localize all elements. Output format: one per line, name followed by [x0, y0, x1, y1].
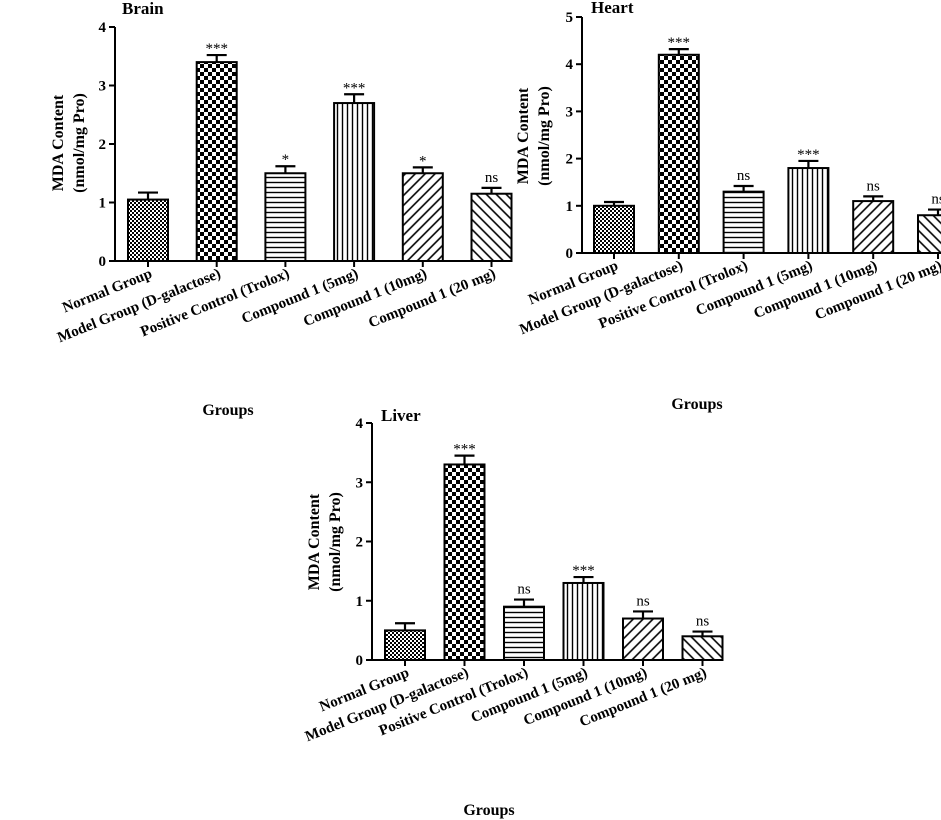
significance-label: *** [343, 80, 366, 96]
significance-label: ns [696, 614, 710, 630]
y-tick-label: 4 [356, 416, 364, 432]
bar [562, 581, 605, 661]
bar [195, 61, 238, 262]
y-tick-label: 0 [356, 653, 364, 669]
y-axis-label: MDA Content [306, 493, 323, 590]
bar [722, 190, 765, 254]
bar [657, 53, 700, 255]
significance-label: *** [797, 147, 820, 163]
bar [917, 214, 941, 255]
x-axis-label: Groups [671, 396, 722, 413]
y-tick-label: 2 [356, 535, 364, 551]
bar [593, 204, 635, 255]
category-label: Compound 1 (5mg) [239, 266, 360, 327]
category-label: Compound 1 (20 mg) [366, 266, 498, 332]
y-axis-label: MDA Content [515, 87, 532, 184]
significance-label: ns [485, 170, 499, 186]
y-tick-label: 3 [356, 475, 364, 491]
significance-label: * [419, 153, 427, 169]
significance-label: ns [737, 168, 751, 184]
bar [333, 102, 376, 262]
bar [852, 200, 895, 254]
y-tick-label: 2 [566, 152, 574, 168]
significance-label: * [282, 152, 290, 168]
y-tick-label: 1 [356, 594, 364, 610]
bar [384, 629, 426, 661]
y-tick-label: 3 [566, 104, 574, 120]
significance-label: *** [668, 35, 691, 51]
significance-label: ns [867, 178, 881, 194]
x-axis-label: Groups [463, 802, 514, 819]
significance-label: *** [205, 41, 228, 57]
bar [127, 198, 169, 262]
bar [681, 635, 724, 661]
panel-title: Liver [381, 406, 421, 425]
y-tick-label: 5 [566, 10, 574, 26]
y-tick-label: 1 [99, 196, 107, 212]
y-tick-label: 1 [566, 199, 574, 215]
significance-label: ns [636, 593, 650, 609]
significance-label: *** [453, 442, 476, 458]
y-axis-unit-label: (nmol/mg Pro) [327, 492, 344, 592]
significance-label: ns [931, 192, 941, 208]
bar [622, 617, 664, 662]
significance-label: ns [517, 582, 531, 598]
y-axis-unit-label: (nmol/mg Pro) [536, 86, 553, 186]
y-tick-label: 0 [566, 246, 574, 262]
bar [401, 172, 444, 262]
bar [503, 605, 545, 661]
bar [470, 192, 513, 263]
significance-label: *** [572, 563, 595, 579]
y-tick-label: 4 [566, 57, 574, 73]
y-axis-unit-label: (nmol/mg Pro) [71, 93, 88, 193]
x-axis-label: Groups [202, 402, 253, 419]
y-axis-label: MDA Content [50, 94, 67, 191]
bar [443, 463, 486, 661]
y-tick-label: 4 [99, 20, 107, 36]
panel-title: Brain [122, 0, 164, 18]
bar [264, 172, 307, 262]
bar [787, 167, 830, 254]
panel-title: Heart [591, 0, 634, 17]
y-tick-label: 2 [99, 137, 107, 153]
y-tick-label: 0 [99, 254, 107, 270]
y-tick-label: 3 [99, 79, 107, 95]
